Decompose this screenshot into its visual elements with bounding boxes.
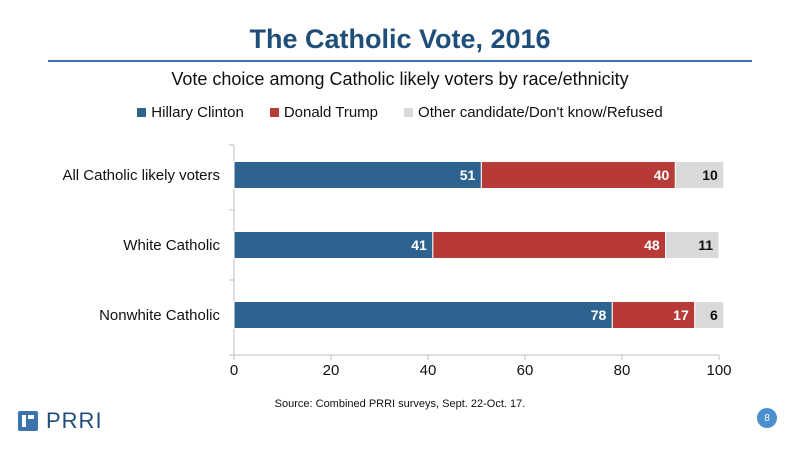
x-tick-label: 40 (420, 362, 437, 379)
bar-segment (665, 231, 720, 259)
legend-item-trump: Donald Trump (269, 104, 379, 121)
category-label: Nonwhite Catholic (99, 307, 220, 324)
bar-segment (674, 161, 725, 189)
x-tick-label: 20 (323, 362, 340, 379)
logo-icon (18, 411, 38, 431)
data-label: 6 (710, 307, 718, 323)
data-label: 11 (698, 237, 713, 253)
bar-segment (694, 301, 725, 329)
legend-label-clinton: Hillary Clinton (151, 104, 244, 121)
data-label: 78 (591, 307, 607, 323)
source-note: Source: Combined PRRI surveys, Sept. 22-… (274, 398, 526, 410)
x-tick-label: 0 (230, 362, 238, 379)
data-label: 41 (411, 237, 427, 253)
bar-segment (233, 301, 613, 329)
legend: Hillary Clinton Donald Trump Other candi… (0, 104, 800, 121)
legend-item-other: Other candidate/Don't know/Refused (404, 104, 663, 121)
bar-segment (233, 231, 434, 259)
category-label: White Catholic (123, 237, 220, 254)
data-label: 17 (673, 307, 689, 323)
legend-label-trump: Donald Trump (283, 104, 379, 121)
title-divider (48, 60, 752, 62)
x-tick-label: 60 (517, 362, 534, 379)
chart-title: The Catholic Vote, 2016 (249, 24, 551, 54)
category-label: All Catholic likely voters (62, 167, 220, 184)
bar-segment (233, 161, 482, 189)
legend-label-other: Other candidate/Don't know/Refused (418, 104, 663, 121)
logo-text: PRRI (46, 408, 103, 433)
bar-segment (480, 161, 676, 189)
page-number-badge: 8 (757, 408, 777, 428)
data-label: 40 (654, 167, 670, 183)
data-label: 10 (702, 167, 718, 183)
chart-subtitle: Vote choice among Catholic likely voters… (171, 69, 629, 89)
legend-swatch-trump (269, 108, 279, 117)
x-tick-label: 80 (614, 362, 631, 379)
legend-swatch-other (404, 108, 414, 117)
data-label: 48 (644, 237, 660, 253)
legend-item-clinton: Hillary Clinton (137, 104, 244, 121)
x-tick-label: 100 (706, 362, 731, 379)
legend-swatch-clinton (137, 108, 147, 117)
bar-segment (432, 231, 667, 259)
prri-logo: PRRI (16, 408, 103, 434)
data-label: 51 (460, 167, 476, 183)
bar-segment (611, 301, 696, 329)
